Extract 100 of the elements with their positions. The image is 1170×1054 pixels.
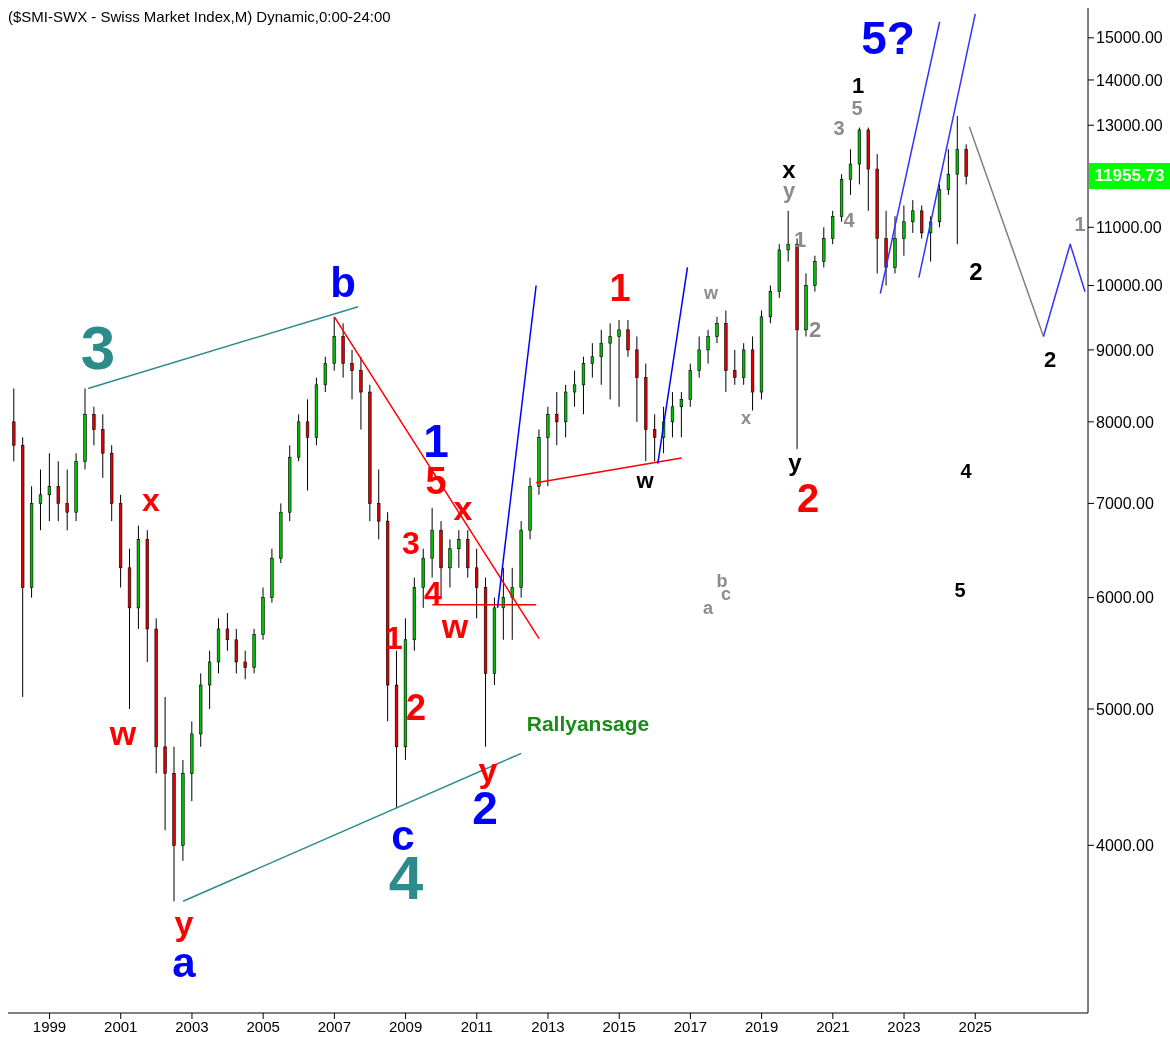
y-tick-label: 10000.00 <box>1096 277 1163 295</box>
y-tick-label: 7000.00 <box>1096 495 1154 513</box>
y-tick-label: 8000.00 <box>1096 413 1154 431</box>
chart-title: ($SMI-SWX - Swiss Market Index,M) Dynamic,0:00-24:00 <box>8 8 391 25</box>
x-tick-label: 2009 <box>388 1017 423 1035</box>
candlestick <box>786 210 790 263</box>
x-tick-label: 2001 <box>104 1017 138 1035</box>
x-tick-label: 2017 <box>673 1017 708 1035</box>
annotation: w <box>441 607 469 645</box>
text: 11955.73 <box>1089 163 1170 189</box>
y-tick-label: 6000.00 <box>1096 589 1154 607</box>
x-tick-label: 1999 <box>32 1017 67 1035</box>
candlestick <box>448 538 452 589</box>
candlestick <box>831 210 835 245</box>
candlestick <box>679 391 683 438</box>
candlestick <box>234 628 238 674</box>
candlestick <box>377 468 381 540</box>
annotation: 3 <box>402 525 420 561</box>
y-tick-label: 11000.00 <box>1096 218 1162 236</box>
annotation: w <box>703 283 719 303</box>
candlestick <box>56 460 60 522</box>
x-tick-label: 2025 <box>958 1017 992 1035</box>
candlestick <box>920 204 924 240</box>
annotation: w <box>636 468 654 493</box>
candlestick <box>946 148 951 196</box>
candlestick <box>475 548 479 619</box>
y-tick-label: 15000.00 <box>1096 29 1163 47</box>
annotation: 2 <box>969 258 983 285</box>
candlestick <box>359 356 363 431</box>
candlestick <box>243 650 247 680</box>
candlestick <box>305 398 310 491</box>
annotation: 4 <box>843 209 855 231</box>
candlestick <box>38 468 43 531</box>
annotation: 1 <box>1074 213 1086 235</box>
annotation: y <box>788 449 802 476</box>
candlestick <box>822 226 826 268</box>
x-tick-label: 2013 <box>531 1017 565 1035</box>
y-tick-label: 4000.00 <box>1096 837 1154 855</box>
annotation: b <box>330 259 356 306</box>
candlestick <box>350 349 354 400</box>
annotation: 5? <box>861 12 915 64</box>
x-tick-label: 2021 <box>816 1017 850 1035</box>
annotation: 3 <box>80 313 116 382</box>
annotation: 4 <box>960 460 972 482</box>
candlestick <box>47 452 52 522</box>
candlestick <box>715 316 719 344</box>
annotation: x <box>453 489 473 527</box>
candlestick <box>617 319 621 408</box>
candlestick <box>626 319 630 358</box>
annotation: 1 <box>851 73 865 98</box>
candlestick <box>555 391 559 446</box>
candlestick <box>590 342 594 379</box>
candlestick <box>92 406 96 446</box>
candlestick <box>510 567 514 641</box>
annotation: 3 <box>833 117 845 139</box>
y-tick-label: 14000.00 <box>1096 71 1163 89</box>
annotation: x <box>740 408 752 428</box>
candlestick <box>697 335 701 379</box>
y-tick-label: 9000.00 <box>1096 341 1154 359</box>
x-tick-label: 2015 <box>602 1017 636 1035</box>
candlestick <box>323 356 327 393</box>
annotation: x <box>142 482 160 518</box>
annotation: 2 <box>808 317 822 342</box>
candlestick <box>911 199 915 234</box>
candlestick <box>546 406 550 487</box>
candlestick <box>457 529 461 569</box>
candlestick <box>12 387 16 462</box>
x-tick-label: 2019 <box>744 1017 779 1035</box>
annotation: 2 <box>1043 347 1057 372</box>
x-tick-label: 2023 <box>887 1017 921 1035</box>
candlestick <box>608 322 612 400</box>
candlestick <box>572 370 577 408</box>
annotation: 1 <box>423 415 449 467</box>
annotation: 1 <box>609 267 631 309</box>
candlestick <box>848 148 853 196</box>
candlestick <box>207 650 212 710</box>
annotation: Rallyansage <box>526 711 650 735</box>
candlestick <box>902 204 906 257</box>
annotation: 5 <box>851 97 863 119</box>
candlestick <box>501 567 505 641</box>
candlestick <box>653 413 657 462</box>
x-tick-label: 2003 <box>175 1017 209 1035</box>
annotation: 5 <box>954 579 966 601</box>
x-tick-label: 2011 <box>460 1017 493 1035</box>
y-tick-label: 13000.00 <box>1096 116 1163 134</box>
candlestick <box>813 255 817 293</box>
candlestick <box>733 349 737 386</box>
x-tick-label: 2007 <box>317 1017 352 1035</box>
candlestick <box>225 612 230 652</box>
candlestick <box>581 356 586 415</box>
candlestick <box>101 413 105 479</box>
candlestick <box>65 468 69 531</box>
annotation: a <box>702 598 714 618</box>
annotation: 1 <box>793 227 807 252</box>
y-tick-label: 5000.00 <box>1096 700 1154 718</box>
annotation: w <box>109 714 137 752</box>
x-tick-label: 2005 <box>246 1017 280 1035</box>
annotation: 2 <box>405 687 427 728</box>
candlestick <box>599 329 603 386</box>
candlestick <box>706 329 710 365</box>
